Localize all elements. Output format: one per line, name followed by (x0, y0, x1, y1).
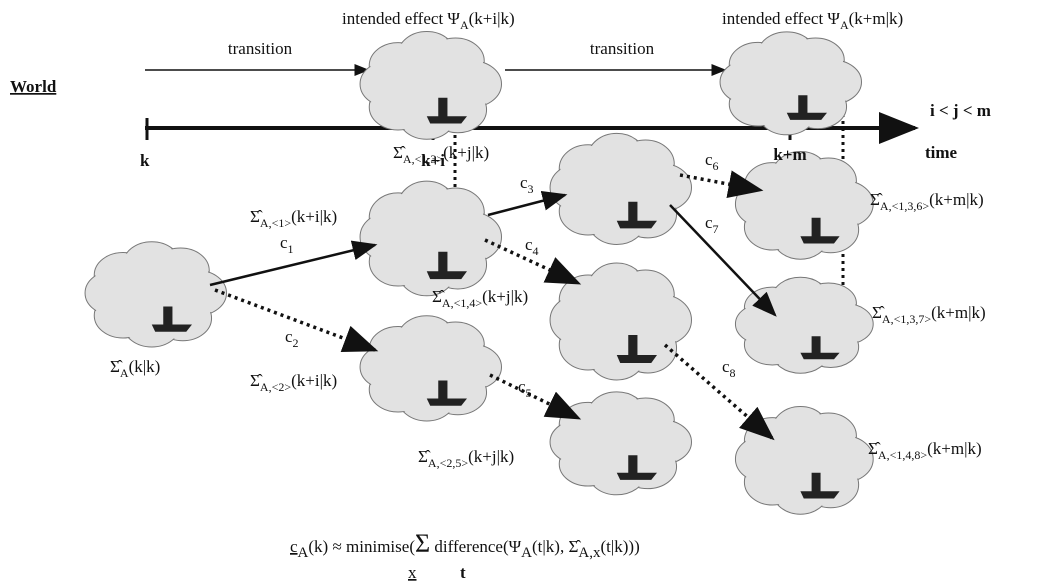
formula: cA(k) ≈ minimise(Σ difference(ΨA(t|k), Σ… (290, 529, 640, 561)
cloud (735, 152, 873, 260)
cloud-fill (779, 304, 833, 343)
world-label: World (10, 77, 57, 96)
effect-arg: (k+i|k) (469, 9, 515, 28)
node-arg: (k+m|k) (929, 190, 984, 209)
f-p2: difference(Ψ (430, 537, 521, 556)
node-sub: A,<1,4,8> (878, 448, 927, 462)
node-sub: A (120, 366, 129, 380)
effect-sub: A (460, 18, 469, 32)
node-arg: (k+i|k) (291, 371, 337, 390)
node-sub: A,<2,5> (428, 456, 468, 470)
edge-label: c1 (280, 233, 294, 256)
timeline-relation: i < j < m (930, 101, 991, 120)
cloud (360, 181, 501, 296)
node-sub: A,<2> (260, 380, 291, 394)
node-sub: A,<1,4> (442, 296, 482, 310)
edge-sub: 4 (533, 244, 539, 258)
cloud-fill (765, 61, 820, 103)
node-arg: (k+i|k) (291, 207, 337, 226)
f-sum: Σ (415, 529, 430, 558)
edge-sub: 6 (713, 159, 719, 173)
edge-label: c4 (525, 235, 539, 258)
node-sub: A,<1,3,7> (882, 312, 931, 326)
transition-label: transition (228, 39, 293, 58)
cloud (85, 242, 226, 347)
effect-arg: (k+m|k) (849, 9, 904, 28)
cloud (735, 277, 873, 373)
edge-label: c8 (722, 357, 736, 380)
node-arg: (k+m|k) (927, 439, 982, 458)
node-arg: (k+j|k) (482, 287, 528, 306)
effect-text: intended effect Ψ (722, 9, 840, 28)
timeline-start: k (140, 151, 150, 170)
node-label: Σ̂A,<1>(k+i|k) (250, 207, 337, 230)
diagram: c1 c2 c3 c4 c5 c6 c7 c8 Σ̂A(k|k) Σ̂A,<1>(k+i|k) Σ̂… (0, 0, 1048, 588)
edge-label: c7 (705, 213, 719, 236)
effect-sub: A (840, 18, 849, 32)
cloud-fill (405, 345, 460, 388)
edge-label: c2 (285, 327, 299, 350)
cloud-fill (595, 421, 650, 463)
cloud-fill (405, 213, 460, 260)
timeline-mark: k+m (773, 145, 806, 164)
cloud (550, 263, 691, 380)
f-p3: (t|k), Σ̂ (532, 537, 581, 556)
cloud-fill (595, 296, 650, 344)
f-sub2: A (521, 545, 532, 561)
cloud-fill (779, 182, 833, 226)
node-arg: (k|k) (129, 357, 161, 376)
node-sub: A,<1> (260, 216, 291, 230)
edge-sub: 7 (713, 222, 719, 236)
cloud (550, 392, 691, 495)
node-sub: A,<1,3,6> (880, 199, 929, 213)
edge-sub: 5 (526, 386, 532, 400)
edge-label: c6 (705, 150, 719, 173)
edge-label: c5 (518, 377, 532, 400)
intended-effect: intended effect ΨA(k+i|k) (342, 9, 515, 32)
edge-sub: 8 (730, 366, 736, 380)
cloud-fill (405, 62, 460, 106)
edge-sub: 3 (528, 182, 534, 196)
node-arg: (k+j|k) (443, 143, 489, 162)
timeline-mark: k+i (421, 151, 445, 170)
edge-sub: 1 (288, 242, 294, 256)
timeline-end: time (925, 143, 958, 162)
node-label: Σ̂A,<1,4,8>(k+m|k) (868, 439, 982, 462)
cloud (360, 316, 501, 421)
edge (488, 195, 565, 215)
node-label: Σ̂A,<1,3,7>(k+m|k) (872, 303, 986, 326)
node-label: Σ̂A,<2,5>(k+j|k) (418, 447, 514, 470)
f-under1: x (408, 563, 417, 582)
f-p4: (t|k))) (600, 537, 639, 556)
f-p1: (k) ≈ minimise( (308, 537, 415, 556)
intended-effect: intended effect ΨA(k+m|k) (722, 9, 903, 32)
cloud (550, 133, 691, 244)
node-arg: (k+j|k) (468, 447, 514, 466)
edge-sub: 2 (293, 336, 299, 350)
f-sub3: A,x (578, 545, 601, 561)
f-csub: A (298, 545, 309, 561)
node-label: Σ̂A(k|k) (110, 357, 160, 380)
cloud (720, 32, 861, 135)
transition-label: transition (590, 39, 655, 58)
cloud-fill (779, 437, 833, 481)
node-label: Σ̂A,<1,4>(k+j|k) (432, 287, 528, 310)
cloud-fill (130, 271, 185, 314)
edge-label: c3 (520, 173, 534, 196)
node-label: Σ̂A,<2>(k+i|k) (250, 371, 337, 394)
node-label: Σ̂A,<1,3,6>(k+m|k) (870, 190, 984, 213)
effect-text: intended effect Ψ (342, 9, 460, 28)
cloud-fill (595, 165, 650, 211)
cloud (360, 32, 501, 140)
f-under2: t (460, 563, 466, 582)
node-arg: (k+m|k) (931, 303, 986, 322)
